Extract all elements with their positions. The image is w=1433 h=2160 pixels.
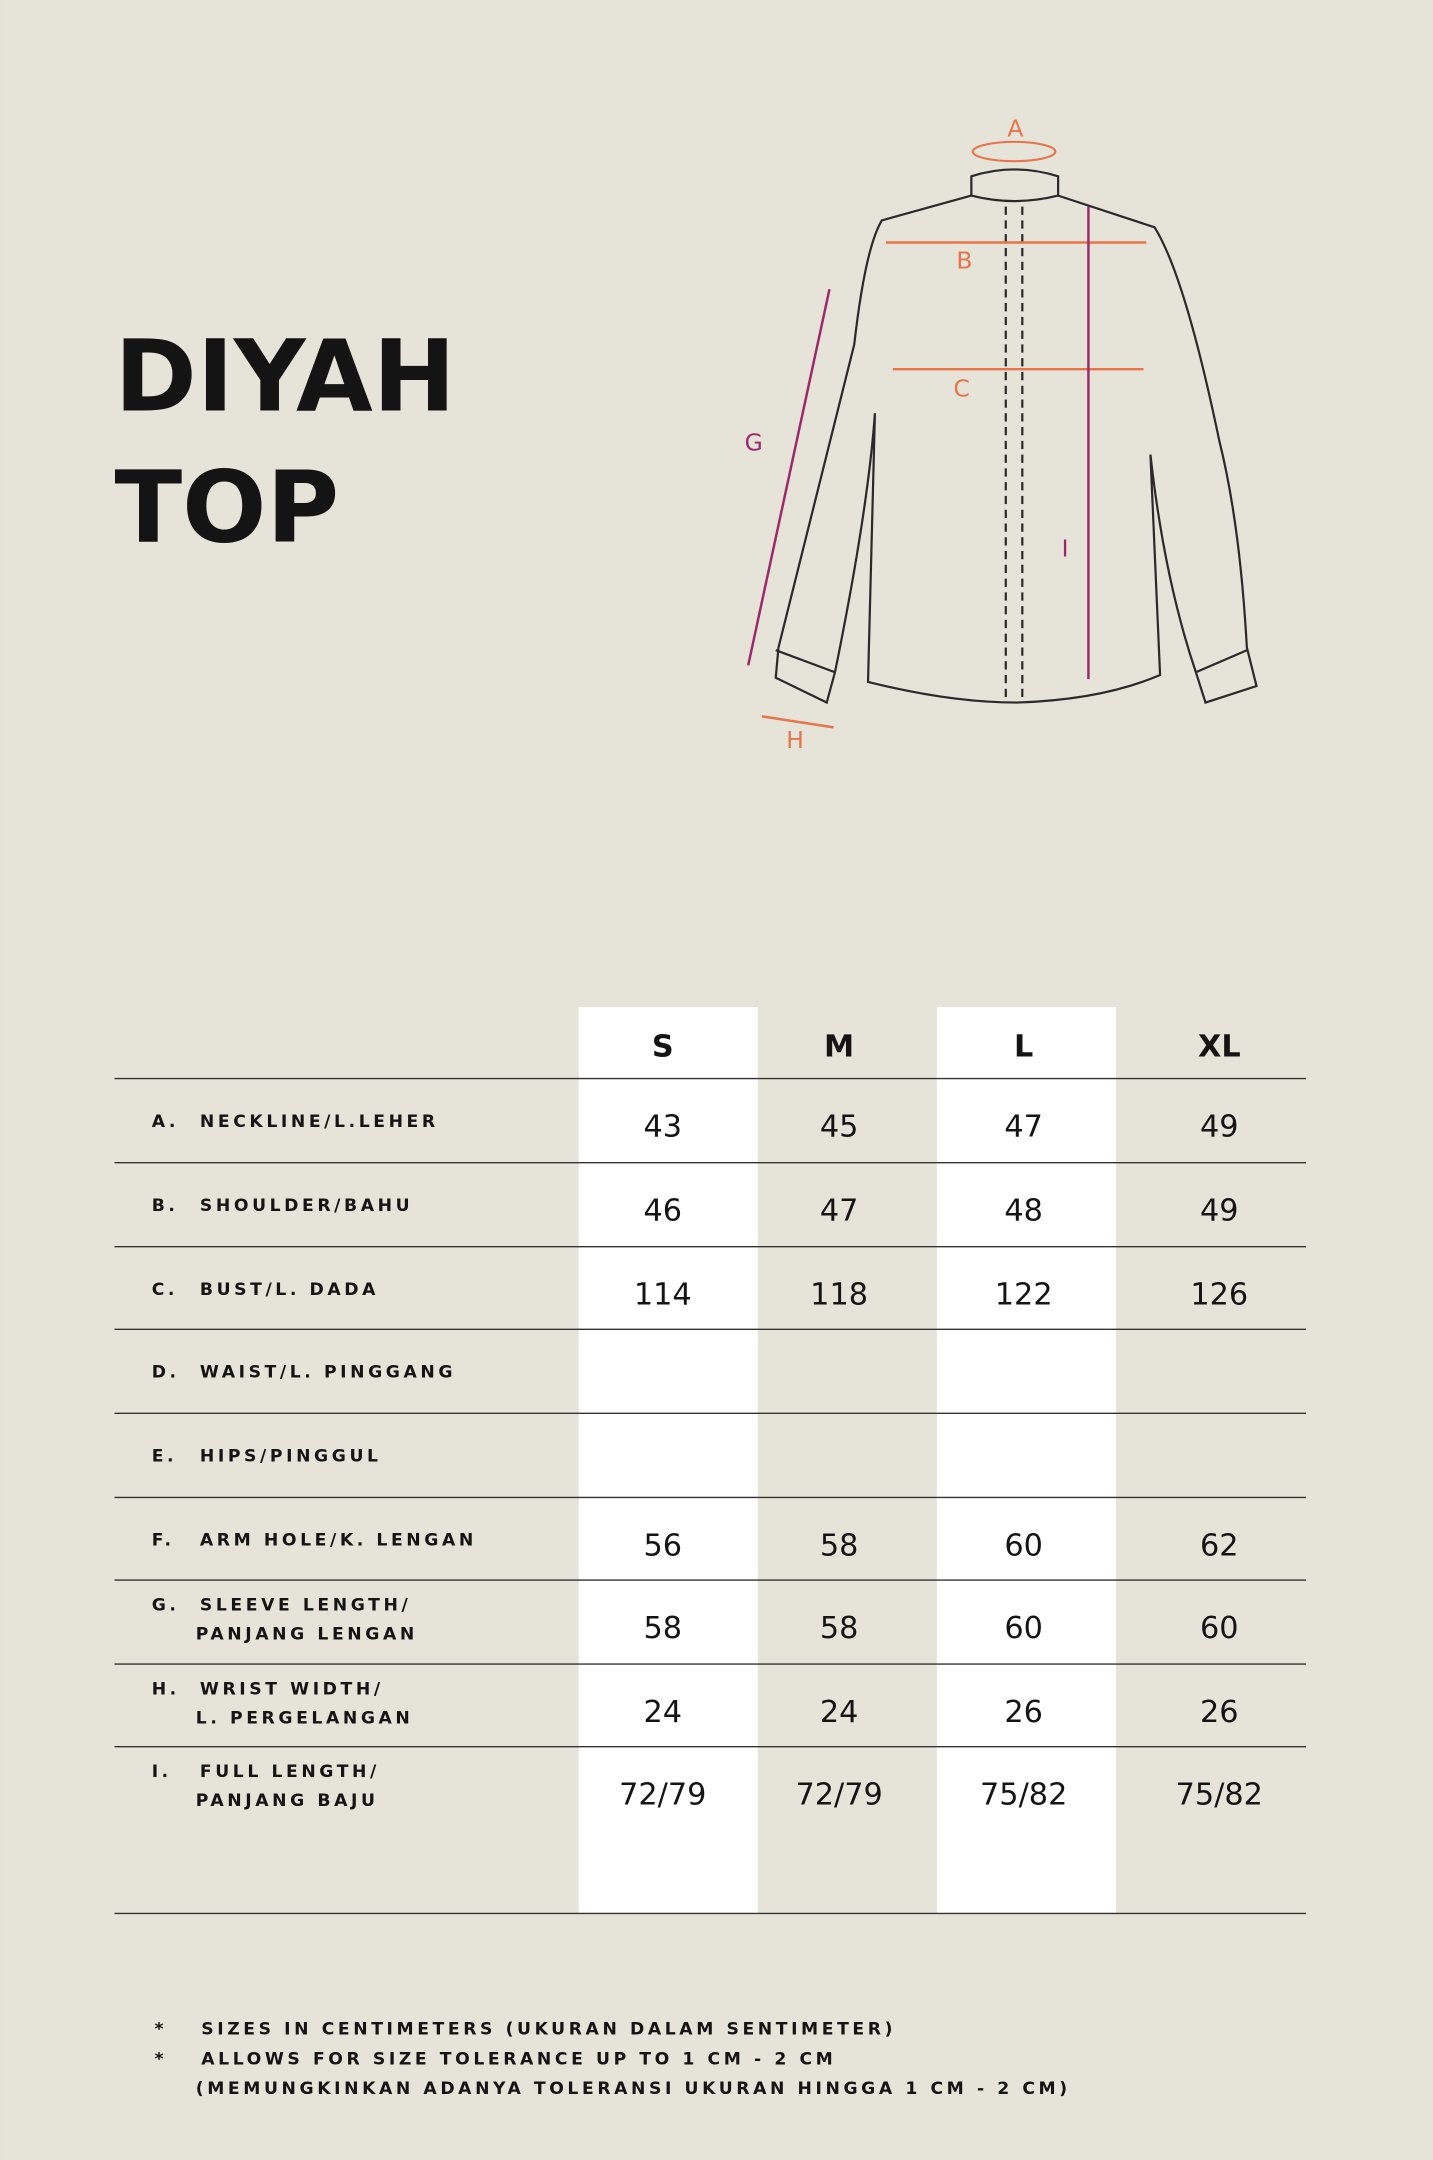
row-letter: B. xyxy=(152,1196,179,1216)
title-line: TOP xyxy=(115,450,340,565)
diagram-label: G xyxy=(745,428,763,456)
row-label: FULL LENGTH/ xyxy=(200,1762,380,1782)
size-table: S M L XL A. NECKLINE/L.LEHER 43 45 47 49 B. SHOULDE… xyxy=(114,1030,1307,1915)
cell-value: 75/82 xyxy=(980,1778,1067,1813)
diagram-label: B xyxy=(956,247,972,275)
cell-value: 49 xyxy=(1200,1194,1239,1229)
cell-value: 24 xyxy=(820,1695,859,1730)
row-letter: G. xyxy=(152,1595,180,1615)
cell-value: 47 xyxy=(1004,1109,1043,1144)
cell-value: 62 xyxy=(1200,1528,1239,1563)
row-label: L. PERGELANGAN xyxy=(196,1708,414,1728)
row-label: NECKLINE/L.LEHER xyxy=(200,1112,439,1132)
cell-value: 49 xyxy=(1200,1109,1239,1144)
cell-value: 45 xyxy=(820,1109,859,1144)
cell-value: 75/82 xyxy=(1176,1778,1263,1813)
footnote-mark: * xyxy=(154,2049,167,2069)
cell-value: 46 xyxy=(643,1194,682,1229)
row-label: PANJANG LENGAN xyxy=(196,1624,418,1644)
row-label: SLEEVE LENGTH/ xyxy=(200,1595,411,1615)
column-highlight xyxy=(578,1006,758,1914)
cell-value: 58 xyxy=(643,1611,682,1646)
cell-value: 118 xyxy=(810,1278,868,1313)
title-line: DIYAH xyxy=(115,320,456,435)
row-letter: E. xyxy=(152,1447,177,1467)
diagram-label: A xyxy=(1007,114,1023,142)
row-label: PANJANG BAJU xyxy=(196,1791,379,1811)
cell-value: 126 xyxy=(1190,1278,1248,1313)
cell-value: 43 xyxy=(643,1109,682,1144)
row-label: BUST/L. DADA xyxy=(200,1280,379,1300)
column-header: XL xyxy=(1198,1030,1241,1065)
footnote-text: SIZES IN CENTIMETERS (UKURAN DALAM SENTI… xyxy=(201,2020,896,2040)
cell-value: 24 xyxy=(643,1695,682,1730)
row-label: WAIST/L. PINGGANG xyxy=(200,1363,456,1383)
row-label: HIPS/PINGGUL xyxy=(200,1447,382,1467)
cell-value: 114 xyxy=(634,1278,692,1313)
cell-value: 60 xyxy=(1004,1528,1043,1563)
cell-value: 72/79 xyxy=(795,1778,882,1813)
row-label: SHOULDER/BAHU xyxy=(200,1196,413,1216)
shirt-diagram xyxy=(746,140,1258,729)
diagram-label: I xyxy=(1062,535,1069,563)
column-header: S xyxy=(652,1030,674,1065)
footnote-text: (MEMUNGKINKAN ADANYA TOLERANSI UKURAN HI… xyxy=(196,2079,1071,2099)
row-letter: H. xyxy=(152,1679,180,1699)
footnotes: * SIZES IN CENTIMETERS (UKURAN DALAM SENT… xyxy=(154,2020,1071,2099)
cell-value: 60 xyxy=(1200,1611,1239,1646)
column-header: L xyxy=(1014,1030,1033,1065)
row-letter: A. xyxy=(152,1112,179,1132)
footnote-text: ALLOWS FOR SIZE TOLERANCE UP TO 1 CM - 2… xyxy=(201,2049,836,2069)
cell-value: 122 xyxy=(995,1278,1053,1313)
cell-value: 60 xyxy=(1004,1611,1043,1646)
cell-value: 58 xyxy=(820,1611,859,1646)
cell-value: 72/79 xyxy=(619,1778,706,1813)
cell-value: 58 xyxy=(820,1528,859,1563)
column-highlight xyxy=(936,1006,1116,1914)
footnote-mark: * xyxy=(154,2020,167,2040)
cell-value: 48 xyxy=(1004,1194,1043,1229)
cell-value: 26 xyxy=(1004,1695,1043,1730)
row-letter: D. xyxy=(152,1363,180,1383)
cell-value: 47 xyxy=(820,1194,859,1229)
row-label: WRIST WIDTH/ xyxy=(200,1679,384,1699)
row-letter: F. xyxy=(152,1531,175,1551)
diagram-label: C xyxy=(954,375,970,403)
cell-value: 56 xyxy=(643,1528,682,1563)
cell-value: 26 xyxy=(1200,1695,1239,1730)
row-letter: I. xyxy=(152,1762,172,1782)
diagram-label: H xyxy=(786,726,804,754)
column-header: M xyxy=(824,1030,854,1065)
row-letter: C. xyxy=(152,1280,178,1300)
row-label: ARM HOLE/K. LENGAN xyxy=(200,1531,477,1551)
